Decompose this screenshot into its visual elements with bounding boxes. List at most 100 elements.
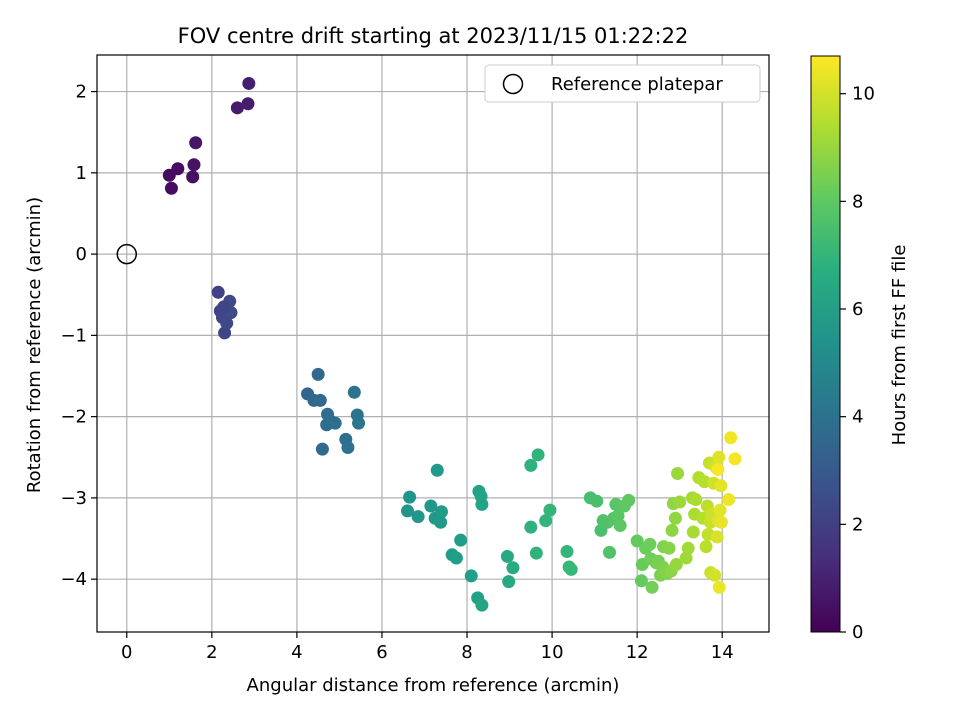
colorbar-tick-label: 6 — [852, 299, 863, 320]
chart-title: FOV centre drift starting at 2023/11/15 … — [178, 24, 689, 48]
data-point — [613, 519, 627, 533]
data-point — [211, 285, 225, 299]
data-point — [665, 523, 679, 537]
legend-box — [484, 64, 761, 103]
data-point — [611, 509, 625, 523]
y-tick-label: 2 — [76, 82, 87, 103]
data-point — [713, 503, 727, 517]
data-point — [187, 158, 201, 172]
y-axis-label: Rotation from reference (arcmin) — [24, 197, 45, 493]
data-point — [712, 450, 726, 464]
colorbar-tick-label: 4 — [852, 407, 863, 428]
x-axis-ticks: 0 2 4 6 8 10 12 14 — [121, 632, 734, 663]
colorbar: 0 2 4 6 8 10 Hours from first FF file — [810, 55, 910, 643]
data-point — [315, 442, 329, 456]
data-point — [711, 462, 725, 476]
data-point — [539, 514, 553, 528]
data-point — [328, 416, 342, 430]
data-point — [714, 515, 728, 529]
data-point — [714, 479, 728, 493]
colorbar-ticks: 0 2 4 6 8 10 — [840, 84, 875, 643]
data-point — [500, 549, 514, 563]
data-point — [710, 530, 724, 544]
reference-platepar-marker — [116, 243, 138, 265]
legend-reference-marker — [502, 73, 524, 95]
data-point — [464, 569, 478, 583]
data-point — [411, 510, 425, 524]
colorbar-tick-label: 2 — [852, 514, 863, 535]
grid — [97, 55, 769, 632]
data-point — [671, 467, 685, 481]
data-point — [220, 316, 234, 330]
data-point — [475, 497, 489, 511]
data-point — [341, 441, 355, 455]
data-point — [189, 136, 203, 150]
x-tick-label: 14 — [711, 642, 734, 663]
data-point — [643, 537, 657, 551]
data-point — [708, 568, 722, 582]
data-point — [449, 551, 463, 565]
data-point — [524, 458, 538, 472]
colorbar-label: Hours from first FF file — [889, 245, 910, 446]
data-point — [622, 493, 636, 507]
data-point — [230, 101, 244, 115]
data-point — [171, 162, 185, 176]
x-axis-label: Angular distance from reference (arcmin) — [247, 675, 620, 696]
colorbar-tick-label: 8 — [852, 191, 863, 212]
data-point — [630, 534, 644, 548]
y-tick-label: −4 — [60, 569, 87, 590]
data-point — [311, 367, 325, 381]
data-point — [164, 181, 178, 195]
data-point — [686, 525, 700, 539]
x-tick-label: 2 — [206, 642, 217, 663]
colorbar-tick-label: 10 — [852, 84, 875, 105]
y-tick-label: 1 — [76, 163, 87, 184]
data-point — [529, 546, 543, 560]
data-point — [603, 545, 617, 559]
data-point — [506, 561, 520, 575]
data-point — [724, 431, 738, 445]
data-point — [218, 326, 232, 340]
data-point — [531, 448, 545, 462]
legend-label: Reference platepar — [551, 74, 723, 95]
data-point — [352, 416, 366, 430]
data-point — [430, 463, 444, 477]
data-point — [669, 558, 683, 572]
x-tick-label: 0 — [121, 642, 132, 663]
data-point — [728, 452, 742, 466]
data-point — [434, 515, 448, 529]
data-point — [502, 575, 516, 589]
data-point — [645, 580, 659, 594]
y-tick-label: 0 — [76, 244, 87, 265]
data-point — [712, 580, 726, 594]
x-tick-label: 12 — [626, 642, 649, 663]
x-tick-label: 4 — [291, 642, 302, 663]
data-point — [435, 505, 449, 519]
data-point — [634, 574, 648, 588]
data-point — [699, 540, 713, 554]
data-point — [313, 393, 327, 407]
y-axis-ticks: −4 −3 −2 −1 0 1 2 — [60, 82, 97, 590]
data-point — [543, 503, 557, 517]
y-tick-label: −1 — [60, 325, 87, 346]
data-point — [403, 490, 417, 504]
data-point — [689, 493, 703, 507]
data-point — [679, 551, 693, 565]
data-point — [475, 598, 489, 612]
data-point — [424, 499, 438, 513]
data-point — [722, 493, 736, 507]
legend: Reference platepar — [484, 64, 761, 103]
data-point — [681, 541, 695, 555]
data-point — [662, 541, 676, 555]
data-point — [560, 545, 574, 559]
data-point — [347, 385, 361, 399]
colorbar-gradient — [810, 55, 841, 633]
plot-frame — [96, 54, 770, 633]
data-points — [162, 76, 742, 612]
data-point — [242, 76, 256, 90]
data-point — [454, 533, 468, 547]
x-tick-label: 8 — [461, 642, 472, 663]
data-point — [668, 511, 682, 525]
data-point — [564, 562, 578, 576]
